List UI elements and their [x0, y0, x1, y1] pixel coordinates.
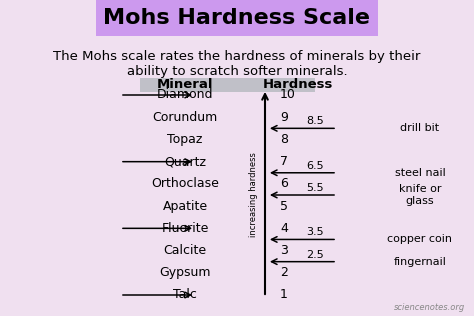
Text: The Mohs scale rates the hardness of minerals by their
ability to scratch softer: The Mohs scale rates the hardness of min… — [53, 50, 421, 78]
Text: Talc: Talc — [173, 289, 197, 301]
Text: 5.5: 5.5 — [306, 183, 324, 193]
Bar — [140, 78, 315, 92]
Text: Gypsum: Gypsum — [159, 266, 211, 279]
Text: 8.5: 8.5 — [306, 116, 324, 126]
Text: Quartz: Quartz — [164, 155, 206, 168]
Text: copper coin: copper coin — [388, 234, 453, 245]
Text: 3: 3 — [280, 244, 288, 257]
Text: 5: 5 — [280, 200, 288, 213]
Text: steel nail: steel nail — [395, 168, 446, 178]
Text: Corundum: Corundum — [152, 111, 218, 124]
Text: increasing hardness: increasing hardness — [248, 153, 257, 237]
Text: 2.5: 2.5 — [306, 250, 324, 260]
Text: Mineral: Mineral — [157, 78, 213, 92]
Text: sciencenotes.org: sciencenotes.org — [394, 303, 465, 312]
Text: knife or
glass: knife or glass — [399, 184, 441, 206]
Text: Mohs Hardness Scale: Mohs Hardness Scale — [103, 8, 371, 28]
Text: 8: 8 — [280, 133, 288, 146]
Text: Fluorite: Fluorite — [161, 222, 209, 235]
Text: fingernail: fingernail — [393, 257, 447, 267]
Text: 4: 4 — [280, 222, 288, 235]
Text: 10: 10 — [280, 88, 296, 101]
Text: 2: 2 — [280, 266, 288, 279]
Text: Hardness: Hardness — [263, 78, 333, 92]
Text: Topaz: Topaz — [167, 133, 203, 146]
Text: 3.5: 3.5 — [306, 228, 324, 237]
Text: 1: 1 — [280, 289, 288, 301]
Text: 6: 6 — [280, 177, 288, 190]
Text: Calcite: Calcite — [164, 244, 207, 257]
Text: 9: 9 — [280, 111, 288, 124]
Text: Apatite: Apatite — [163, 200, 208, 213]
Text: Diamond: Diamond — [157, 88, 213, 101]
Text: Orthoclase: Orthoclase — [151, 177, 219, 190]
Text: 6.5: 6.5 — [306, 161, 324, 171]
Text: 7: 7 — [280, 155, 288, 168]
Text: drill bit: drill bit — [401, 123, 439, 133]
